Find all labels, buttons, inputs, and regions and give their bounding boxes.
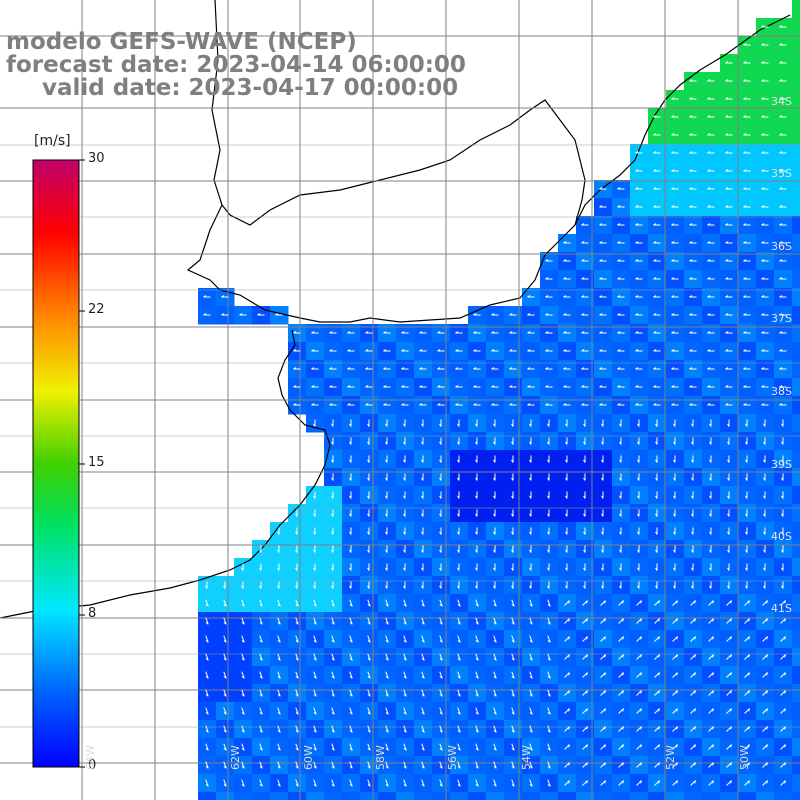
lower-coastline xyxy=(0,329,331,619)
lat-label-39s: 39S xyxy=(771,458,792,471)
lat-label-40s: 40S xyxy=(771,530,792,543)
lat-label-37s: 37S xyxy=(771,312,792,325)
colorbar-tick-label-0: 0 xyxy=(88,758,97,773)
lon-label-58w: 58W xyxy=(374,745,387,770)
wind-arrow-field xyxy=(203,25,787,787)
lon-label-54w: 54W xyxy=(520,745,533,770)
colorbar-tick-label-30: 30 xyxy=(88,151,105,166)
lat-label-38s: 38S xyxy=(771,385,792,398)
estuary-coastline xyxy=(221,99,586,226)
lat-label-35s: 35S xyxy=(771,167,792,180)
lon-label-50w: 50W xyxy=(738,745,751,770)
model-title: modelo GEFS-WAVE (NCEP) xyxy=(6,29,357,55)
colorbar-frame xyxy=(32,159,80,768)
colorbar-tick-label-8: 8 xyxy=(88,606,97,621)
lon-label-52w: 52W xyxy=(664,745,677,770)
lon-label-62w: 62W xyxy=(229,745,242,770)
forecast-date: forecast date: 2023-04-14 06:00:00 xyxy=(6,52,466,78)
lon-label-64w: 64W xyxy=(84,745,97,770)
colorbar-unit: [m/s] xyxy=(34,133,71,149)
coastline xyxy=(186,0,791,323)
lat-label-36s: 36S xyxy=(771,240,792,253)
colorbar-tick-label-15: 15 xyxy=(88,455,105,470)
lat-label-34s: 34S xyxy=(771,95,792,108)
colorbar-tick-label-22: 22 xyxy=(88,302,105,317)
valid-date: valid date: 2023-04-17 00:00:00 xyxy=(42,75,459,101)
lon-label-56w: 56W xyxy=(446,745,459,770)
lon-label-60w: 60W xyxy=(302,745,315,770)
lat-label-41s: 41S xyxy=(771,602,792,615)
